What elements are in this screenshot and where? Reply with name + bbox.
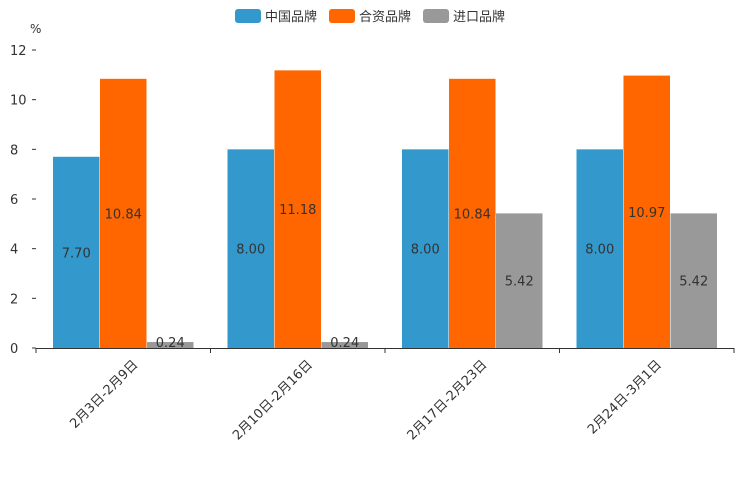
data-label: 11.18 [279, 203, 316, 218]
bar [321, 342, 368, 348]
bar [53, 156, 100, 348]
data-label: 10.84 [105, 207, 142, 222]
y-axis: 0 2 4 6 8 10 12 [10, 44, 36, 357]
bar [227, 149, 274, 348]
y-tick-label: 2 [10, 292, 18, 307]
y-axis-unit: % [30, 22, 41, 36]
x-axis: 2月3日-2月9日 2月10日-2月16日 2月17日-2月23日 2月24日-3月1… [35, 348, 735, 444]
legend-label: 中国品牌 [265, 9, 317, 25]
x-category-label: 2月3日-2月9日 [67, 358, 141, 432]
y-tick-label: 4 [10, 243, 18, 258]
data-label: 10.97 [628, 206, 665, 221]
data-label: 0.24 [156, 336, 185, 351]
data-label: 5.42 [505, 275, 534, 290]
x-category-label: 2月17日-2月23日 [405, 358, 491, 444]
data-label: 5.42 [679, 275, 708, 290]
data-label: 8.00 [411, 243, 440, 258]
legend: 中国品牌 合资品牌 进口品牌 [235, 9, 505, 25]
bar [496, 213, 543, 348]
legend-label: 进口品牌 [453, 9, 505, 25]
bar [449, 78, 496, 348]
bars: 7.70 10.84 0.24 8.00 11.18 0.24 8.00 10.84 5.42 8… [53, 70, 717, 351]
data-label: 8.00 [585, 243, 614, 258]
bar [274, 70, 321, 348]
data-label: 7.70 [62, 246, 91, 261]
data-label: 10.84 [454, 207, 491, 222]
y-tick-label: 6 [10, 193, 18, 208]
legend-label: 合资品牌 [359, 9, 411, 25]
legend-swatch [423, 9, 449, 23]
legend-swatch [329, 9, 355, 23]
y-tick-label: 0 [10, 342, 18, 357]
legend-swatch [235, 9, 261, 23]
bar [100, 78, 147, 348]
data-label: 8.00 [236, 243, 265, 258]
bar [147, 342, 194, 348]
bar [623, 75, 670, 348]
bar [402, 149, 449, 348]
bar [576, 149, 623, 348]
y-tick-label: 12 [10, 44, 27, 59]
x-category-label: 2月10日-2月16日 [230, 358, 316, 444]
y-tick-label: 10 [10, 94, 27, 109]
y-tick-label: 8 [10, 143, 18, 158]
x-category-label: 2月24日-3月1日 [585, 358, 665, 438]
data-label: 0.24 [330, 336, 359, 351]
bar [670, 213, 717, 348]
